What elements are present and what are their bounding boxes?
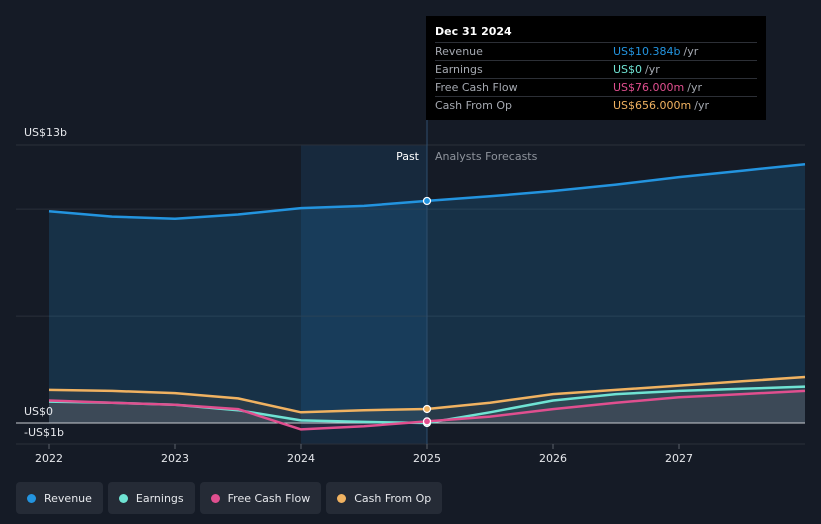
legend-item-revenue[interactable]: Revenue xyxy=(16,482,103,514)
x-tick-label: 2026 xyxy=(539,452,567,465)
free-cash-flow-marker xyxy=(422,417,432,426)
forecast-label: Analysts Forecasts xyxy=(435,150,538,163)
highlight-markers xyxy=(422,196,432,428)
y-axis-label-zero: US$0 xyxy=(24,405,53,418)
legend-dot-icon xyxy=(27,493,36,503)
tooltip-row-unit: /yr xyxy=(694,99,709,112)
legend-label: Revenue xyxy=(44,491,92,505)
free-cash-flow-area xyxy=(49,390,805,430)
legend-dot-icon xyxy=(118,493,128,503)
legend-dot-icon xyxy=(210,493,220,503)
y-axis-label-top: US$13b xyxy=(24,126,67,139)
x-tick-label: 2022 xyxy=(35,452,63,465)
tooltip-row-cash-from-op: Cash From Op US$656.000m/yr xyxy=(435,97,757,114)
tooltip-row-label: Cash From Op xyxy=(435,99,513,112)
legend-item-free-cash-flow[interactable]: Free Cash Flow xyxy=(199,482,322,514)
tooltip-row-label: Earnings xyxy=(435,63,483,76)
tooltip-row-value: US$10.384b xyxy=(613,45,681,58)
legend-item-earnings[interactable]: Earnings xyxy=(107,482,195,514)
earnings-area xyxy=(49,386,805,423)
tooltip-row-label: Revenue xyxy=(435,45,483,58)
chart: US$13b US$0 -US$1b Past Analysts Forecas… xyxy=(16,120,806,465)
x-tick-label: 2023 xyxy=(161,452,189,465)
revenue-marker xyxy=(422,196,432,206)
x-tick-label: 2025 xyxy=(413,452,441,465)
gridlines xyxy=(16,144,805,445)
tooltip: Dec 31 2024 Revenue US$10.384b/yr Earnings… xyxy=(426,16,766,120)
tooltip-row-revenue: Revenue US$10.384b/yr xyxy=(435,43,757,61)
past-highlight-band xyxy=(301,145,427,444)
x-tick-label: 2024 xyxy=(287,452,315,465)
tooltip-row-free-cash-flow: Free Cash Flow US$76.000m/yr xyxy=(435,79,757,97)
legend-label: Cash From Op xyxy=(354,491,432,505)
cash-from-op-marker xyxy=(422,404,432,414)
x-tick-label: 2027 xyxy=(665,452,693,465)
tooltip-row-unit: /yr xyxy=(687,81,702,94)
legend-label: Free Cash Flow xyxy=(227,491,311,505)
cash-from-op-area xyxy=(49,377,805,423)
legend-label: Earnings xyxy=(135,491,184,505)
past-label: Past xyxy=(396,150,420,163)
legend-dot-icon xyxy=(337,493,347,503)
tooltip-row-unit: /yr xyxy=(645,63,660,76)
tooltip-date: Dec 31 2024 xyxy=(435,24,757,43)
tooltip-row-value: US$656.000m xyxy=(613,99,692,112)
x-axis-ticks: 2022 2023 2024 2025 2026 2027 xyxy=(35,444,693,465)
tooltip-row-unit: /yr xyxy=(683,45,699,58)
tooltip-row-value: US$76.000m xyxy=(613,81,685,94)
tooltip-row-earnings: Earnings US$0/yr xyxy=(435,61,757,79)
tooltip-row-value: US$0 xyxy=(613,63,643,76)
legend-item-cash-from-op[interactable]: Cash From Op xyxy=(326,482,443,514)
tooltip-row-label: Free Cash Flow xyxy=(435,81,518,94)
legend: Revenue Earnings Free Cash Flow Cash From O… xyxy=(16,482,443,514)
y-axis-label-negative: -US$1b xyxy=(24,426,64,439)
